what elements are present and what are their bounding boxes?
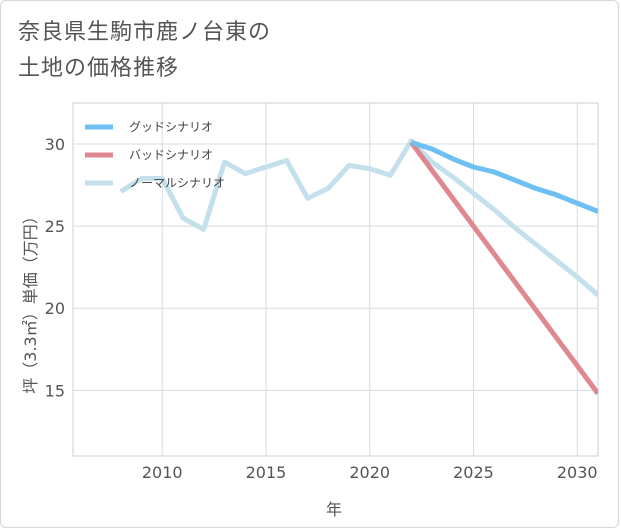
series-lines <box>119 138 598 396</box>
legend-label-normal: ノーマルシナリオ <box>129 176 225 190</box>
x-tick-label-2020: 2020 <box>349 463 390 482</box>
y-tick-label-25: 25 <box>45 217 65 236</box>
series-line-normal <box>119 138 598 297</box>
x-tick-label-2025: 2025 <box>453 463 494 482</box>
x-axis-title: 年 <box>326 500 342 519</box>
y-tick-label-15: 15 <box>45 381 65 400</box>
x-tick-label-2030: 2030 <box>557 463 598 482</box>
chart-title-line-2: 土地の価格推移 <box>18 56 180 81</box>
chart-title-line-1: 奈良県生駒市鹿ノ台東の <box>18 20 272 45</box>
y-tick-label-30: 30 <box>45 135 65 154</box>
y-axis-ticks: 15 20 25 30 <box>45 135 65 400</box>
x-tick-label-2015: 2015 <box>246 463 287 482</box>
chart-title: 奈良県生駒市鹿ノ台東の 土地の価格推移 <box>18 15 348 87</box>
series-line-bad <box>409 140 598 396</box>
y-tick-label-20: 20 <box>45 299 65 318</box>
y-axis-title: 坪（3.3㎡）単価（万円） <box>21 208 40 393</box>
x-axis-ticks: 2010 2015 2020 2025 2030 <box>142 463 598 482</box>
series-line-good <box>410 140 598 214</box>
legend-label-good: グッドシナリオ <box>129 120 213 134</box>
x-tick-label-2010: 2010 <box>142 463 183 482</box>
legend-label-bad: バッドシナリオ <box>129 148 213 162</box>
